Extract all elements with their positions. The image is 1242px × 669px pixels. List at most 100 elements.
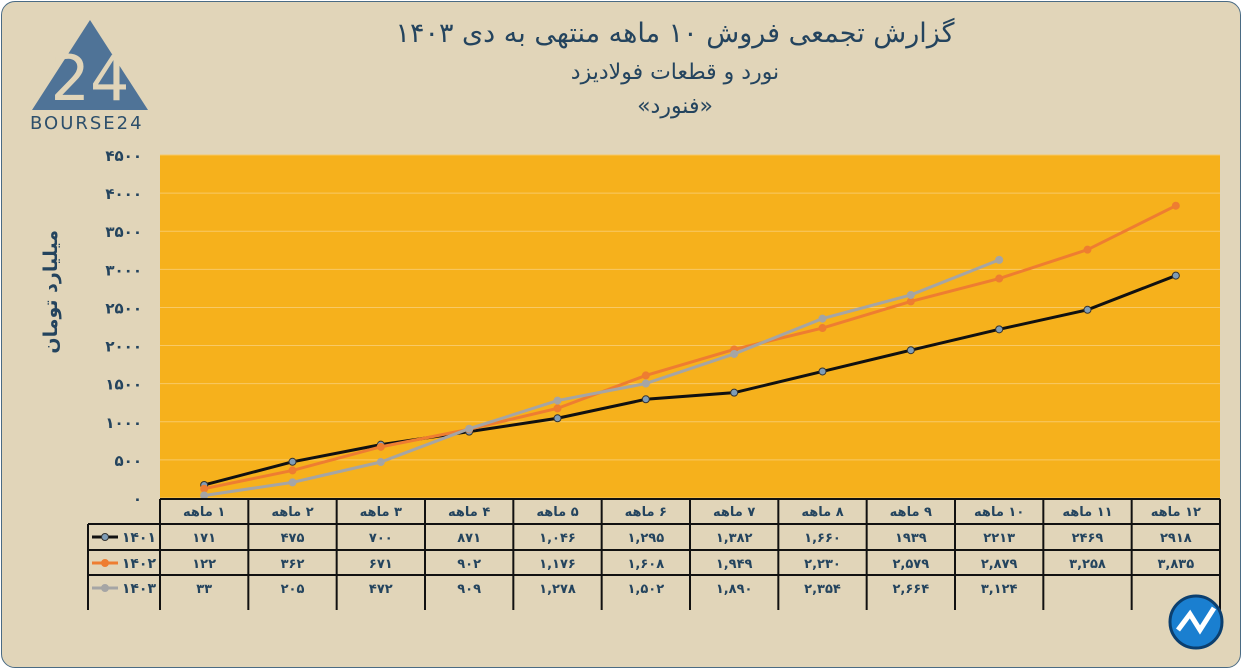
x-tick-label: ۴ ماهه [448, 505, 490, 520]
data-label: ۶۷۱ [369, 557, 393, 572]
data-label: ۲,۵۷۹ [892, 557, 929, 572]
data-label: ۴۷۲ [369, 582, 393, 597]
data-label: ۱۹۳۹ [895, 531, 927, 546]
data-label: ۲۲۱۳ [983, 531, 1015, 546]
data-label: ۳۳ [196, 582, 212, 597]
data-point [818, 324, 827, 333]
x-tick-label: ۱۰ ماهه [974, 505, 1024, 520]
data-label: ۱,۶۰۸ [627, 557, 664, 572]
x-tick-label: ۳ ماهه [360, 505, 402, 520]
data-label: ۱۲۲ [192, 557, 216, 572]
data-label: ۱,۰۴۶ [539, 531, 576, 546]
x-tick-label: ۱۱ ماهه [1062, 505, 1112, 520]
data-label: ۹۰۹ [457, 582, 481, 597]
y-tick-label: ۳۰۰۰ [105, 261, 142, 279]
data-label: ۸۷۱ [457, 531, 481, 546]
x-tick-label: ۲ ماهه [271, 505, 313, 520]
data-point [1083, 245, 1092, 254]
data-label: ۳۶۲ [281, 557, 305, 572]
x-tick-label: ۸ ماهه [801, 505, 843, 520]
data-point [818, 314, 827, 323]
data-label: ۳,۸۳۵ [1157, 557, 1194, 572]
data-label: ۱,۲۷۸ [539, 582, 576, 597]
legend-marker [101, 559, 109, 567]
bourse24-logo: 24 [28, 18, 152, 136]
data-point [376, 442, 385, 451]
data-point [553, 414, 562, 423]
data-label: ۲۴۶۹ [1072, 531, 1104, 546]
data-point [1083, 305, 1092, 314]
data-point [906, 346, 915, 355]
data-point [995, 255, 1004, 264]
data-point [553, 396, 562, 405]
chart-ticker: «فنورد» [637, 94, 713, 119]
x-tick-label: ۱ ماهه [183, 505, 225, 520]
y-tick-label: ۱۰۰۰ [105, 414, 142, 432]
data-label: ۱,۹۴۹ [716, 557, 753, 572]
data-label: ۳,۲۵۸ [1069, 557, 1106, 572]
y-tick-label: ۴۵۰۰ [105, 147, 142, 165]
data-point [906, 297, 915, 306]
data-point [641, 371, 650, 380]
x-tick-label: ۵ ماهه [536, 505, 578, 520]
y-tick-label: ۰ [133, 490, 142, 508]
y-tick-label: ۲۰۰۰ [105, 338, 142, 356]
x-tick-label: ۶ ماهه [625, 505, 667, 520]
y-tick-label: ۲۵۰۰ [105, 299, 142, 317]
logo-text: BOURSE24 [30, 113, 144, 134]
y-tick-label: ۱۵۰۰ [105, 376, 142, 394]
chart-title: گزارش تجمعی فروش ۱۰ ماهه منتهی به دی ۱۴۰… [395, 18, 955, 49]
data-point [553, 404, 562, 413]
data-point [288, 466, 297, 475]
x-tick-label: ۷ ماهه [713, 505, 755, 520]
logo-mark: 24 [51, 42, 130, 115]
data-point [818, 367, 827, 376]
legend-label: ۱۴۰۳ [122, 581, 157, 597]
y-tick-label: ۴۰۰۰ [105, 185, 142, 203]
series-line-0 [203, 274, 1177, 487]
data-point [288, 457, 297, 466]
data-point [995, 274, 1004, 283]
data-label: ۱۷۱ [192, 531, 216, 546]
data-point [730, 349, 739, 358]
x-tick-label: ۹ ماهه [890, 505, 932, 520]
data-point [288, 478, 297, 487]
data-label: ۲,۶۶۴ [892, 582, 929, 597]
data-label: ۱,۱۷۶ [539, 557, 576, 572]
plot-area [160, 155, 1220, 498]
legend-label: ۱۴۰۱ [122, 530, 156, 546]
chart-subtitle: نورد و قطعات فولادیزد [570, 60, 780, 85]
data-point [1171, 201, 1180, 210]
data-label: ۲۰۵ [281, 582, 305, 597]
data-label: ۱,۲۹۵ [627, 531, 664, 546]
data-label: ۲,۸۷۹ [981, 557, 1018, 572]
trend-up-icon-arrow [1176, 606, 1217, 635]
legend-marker [101, 533, 109, 541]
data-label: ۱,۸۹۰ [716, 582, 753, 597]
data-point [906, 290, 915, 299]
data-label: ۱,۳۸۲ [716, 531, 753, 546]
data-point [641, 395, 650, 404]
data-point [465, 424, 474, 433]
data-label: ۲۹۱۸ [1160, 531, 1192, 546]
data-label: ۱,۵۰۲ [627, 582, 664, 597]
data-label: ۷۰۰ [369, 531, 393, 546]
legend-marker [101, 584, 109, 592]
data-point [995, 325, 1004, 334]
data-label: ۱,۶۶۰ [804, 531, 841, 546]
data-label: ۲,۲۳۰ [804, 557, 841, 572]
y-tick-label: ۳۵۰۰ [105, 223, 142, 241]
data-point [376, 458, 385, 467]
y-tick-label: ۵۰۰ [115, 452, 142, 470]
data-point [200, 484, 209, 493]
series-line-1 [203, 204, 1177, 491]
data-point [1171, 271, 1180, 280]
data-label: ۹۰۲ [457, 557, 481, 572]
x-tick-label: ۱۲ ماهه [1151, 505, 1201, 520]
data-point [641, 379, 650, 388]
data-point [200, 491, 209, 500]
legend-label: ۱۴۰۲ [122, 556, 157, 572]
series-line-2 [203, 258, 1000, 497]
data-label: ۴۷۵ [281, 531, 305, 546]
